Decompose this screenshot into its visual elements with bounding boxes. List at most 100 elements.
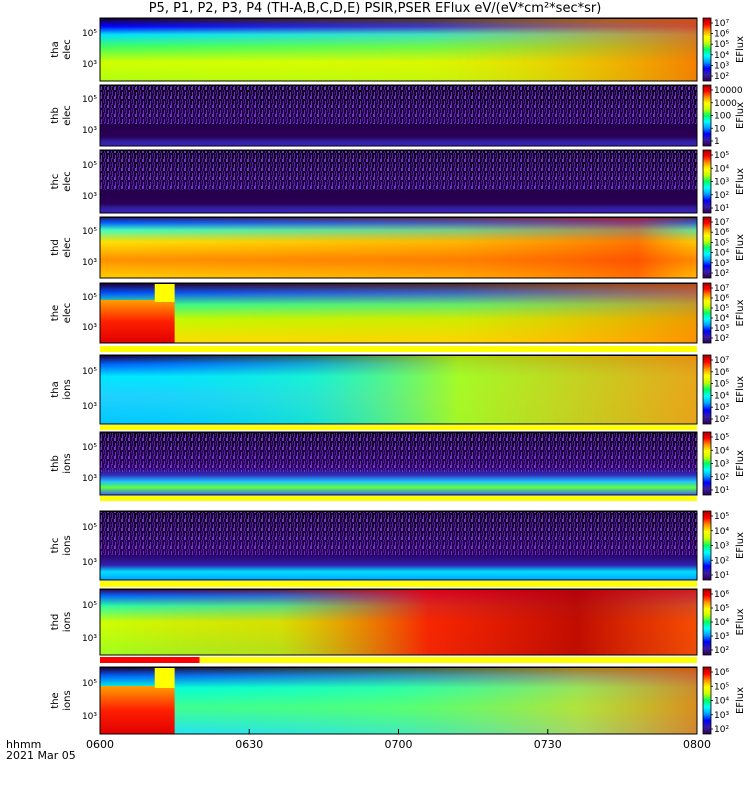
colorbar-tick-label: 1 [714,137,720,147]
mode-bar-segment [100,657,200,663]
panel-thc-elec [99,149,713,214]
spectrogram-trend [100,284,697,343]
colorbar-tick-label: 10³ [714,61,729,71]
colorbar-tick-label: 10³ [714,542,729,552]
y-axis-label-species: elec [62,105,73,126]
colorbar-tick-label: 10 [714,124,726,134]
panel-thc-ions [99,510,713,581]
colorbar-tick-label: 100 [714,112,731,122]
y-axis-label-species: elec [62,39,73,60]
colorbar-tick-label: 10⁴ [714,249,729,259]
y-axis-label-probe: tha [50,381,61,397]
colorbar-tick-label: 1000 [714,99,737,109]
y-tick-label: 10⁵ [82,679,97,689]
colorbar [702,84,712,147]
colorbar-tick-label: 10³ [714,711,729,721]
colorbar-tick-label: 10² [714,72,729,82]
colorbar-tick-label: 10² [714,556,729,566]
colorbar-tick-label: 10⁷ [714,284,729,294]
y-tick-label: 10⁵ [82,161,97,171]
panel-thb-elec [99,84,713,147]
colorbar-tick-label: 10⁶ [714,30,729,40]
colorbar-tick-label: 10⁵ [714,682,729,692]
colorbar-tick-label: 10⁵ [714,304,729,314]
colorbar-label: EFlux [735,376,746,403]
spectrogram-trend [100,668,697,734]
colorbar-tick-label: 10⁵ [714,151,729,161]
colorbar [702,431,712,496]
colorbar-tick-label: 10⁴ [714,391,729,401]
panel-frame [99,510,698,581]
spectrogram-trend [100,218,697,278]
colorbar-label: EFlux [735,168,746,195]
y-axis-label-probe: tha [50,41,61,57]
colorbar-tick-label: 10⁷ [714,356,729,366]
colorbar-tick-label: 10¹ [714,571,729,581]
colorbar-tick-label: 10⁴ [714,527,729,537]
y-tick-label: 10⁵ [82,443,97,453]
y-tick-label: 10⁵ [82,293,97,303]
colorbar-tick-label: 10⁵ [714,40,729,50]
x-tick-label: 0800 [683,738,711,751]
mode-bar-segment [100,581,697,587]
colorbar-label: EFlux [735,36,746,63]
x-tick-label: 0730 [534,738,562,751]
colorbar-tick-label: 10⁶ [714,294,729,304]
panel-tha-elec [99,17,713,82]
x-tick-label: 0630 [235,738,263,751]
colorbar-tick-label: 10³ [714,259,729,269]
y-axis-label-probe: thb [50,455,61,472]
panel-the-ions [99,666,713,735]
colorbar-tick-label: 10⁷ [714,19,729,29]
colorbar-tick-label: 10⁶ [714,590,729,600]
colorbar-tick-label: 10⁴ [714,51,729,61]
colorbar-tick-label: 10³ [714,403,729,413]
colorbar [702,17,712,82]
colorbar-tick-label: 10¹ [714,204,729,214]
y-tick-label: 10³ [82,634,97,644]
colorbar-tick-label: 10⁶ [714,228,729,238]
colorbar-label: EFlux [735,608,746,635]
y-tick-label: 10⁵ [82,367,97,377]
y-tick-label: 10³ [82,558,97,568]
y-tick-label: 10⁵ [82,227,97,237]
y-axis-label-probe: the [50,692,61,708]
colorbar-tick-label: 10² [714,269,729,279]
spectrogram-noise [100,512,697,555]
colorbar-label: EFlux [735,687,746,714]
panel-frame [99,354,698,425]
y-tick-label: 10³ [82,126,97,136]
colorbar-tick-label: 10² [714,725,729,735]
spectrogram-noise [100,433,697,472]
panel-frame [99,282,698,344]
colorbar [702,588,712,656]
mode-bar-segment [100,425,697,430]
colorbar-tick-label: 10² [714,415,729,425]
colorbar-tick-label: 10³ [714,460,729,470]
colorbar [702,149,712,214]
y-axis-label-species: ions [62,535,73,555]
colorbar-tick-label: 10⁵ [714,433,729,443]
colorbar-tick-label: 10³ [714,324,729,334]
panel-the-elec [99,282,713,344]
colorbar-tick-label: 10¹ [714,486,729,496]
colorbar-tick-label: 10³ [714,632,729,642]
y-axis-label-species: elec [62,171,73,192]
spectrogram-noise [100,86,697,124]
colorbar-tick-label: 10⁴ [714,618,729,628]
colorbar-label: EFlux [735,299,746,326]
panel-thb-ions [99,431,713,496]
colorbar-tick-label: 10⁴ [714,164,729,174]
colorbar-tick-label: 10000 [714,86,743,96]
panel-tha-ions [99,354,713,425]
colorbar [702,216,712,279]
panel-frame [99,588,698,656]
date-label: 2021 Mar 05 [6,749,76,762]
colorbar-tick-label: 10² [714,473,729,483]
colorbar-label: EFlux [735,102,746,129]
panel-thd-ions [99,588,713,656]
colorbar-label: EFlux [735,532,746,559]
colorbar-tick-label: 10⁵ [714,604,729,614]
y-tick-label: 10³ [82,60,97,70]
mode-bar-segment [100,346,697,352]
